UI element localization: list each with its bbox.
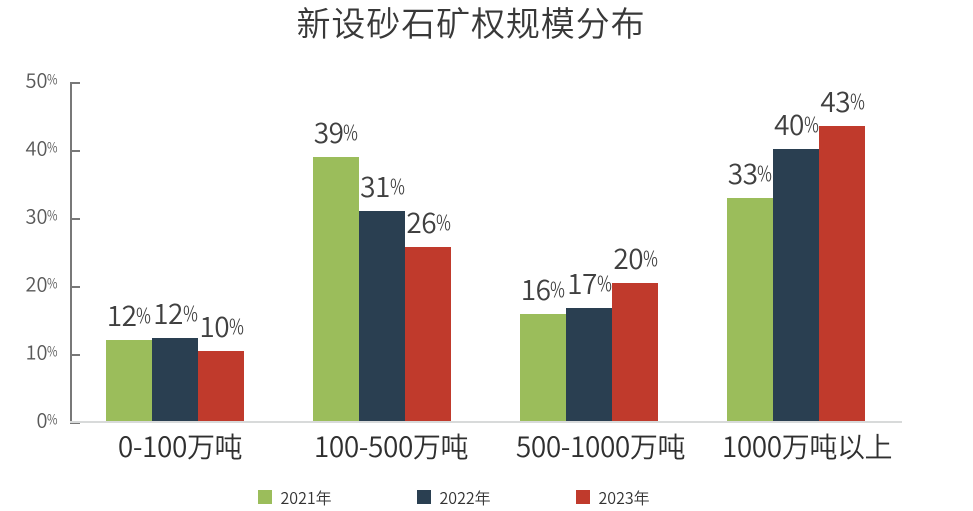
y-axis-label: 40% xyxy=(26,137,58,158)
value-number: 43 xyxy=(820,81,851,122)
bar-value-label: 40% xyxy=(774,108,819,138)
legend-swatch xyxy=(258,490,273,505)
bar-value-label: 33% xyxy=(728,158,773,188)
bar-value-label: 39% xyxy=(314,116,359,146)
value-number: 12 xyxy=(153,293,183,334)
value-number: 12 xyxy=(106,295,137,336)
x-axis-category-label: 500-1000万吨 xyxy=(515,426,686,466)
value-number: 10 xyxy=(199,306,230,347)
percent-sign: % xyxy=(596,267,612,297)
bar xyxy=(312,156,359,423)
bar xyxy=(405,247,452,423)
x-axis-line xyxy=(69,421,902,424)
percent-sign: % xyxy=(803,108,819,138)
y-axis-label: 50% xyxy=(26,69,58,90)
legend-label: 2021年 xyxy=(280,485,332,510)
bar-value-label: 10% xyxy=(199,311,244,341)
y-axis-tick xyxy=(69,218,80,220)
y-axis-tick xyxy=(69,286,80,288)
y-axis-label: 10% xyxy=(26,341,58,362)
percent-sign: % xyxy=(850,86,865,116)
bar xyxy=(198,351,245,423)
y-axis-tick xyxy=(69,354,80,356)
percent-sign: % xyxy=(436,207,451,237)
value-number: 31 xyxy=(360,166,390,207)
bar xyxy=(612,283,659,423)
percent-sign: % xyxy=(136,300,152,330)
y-axis-tick xyxy=(69,150,80,152)
percent-sign: % xyxy=(47,204,59,226)
bar-value-label: 17% xyxy=(567,267,612,297)
y-axis-line xyxy=(69,82,72,424)
bar xyxy=(105,340,152,423)
y-axis-label: 20% xyxy=(26,273,58,294)
value-number: 16 xyxy=(520,268,551,309)
bar-value-label: 26% xyxy=(406,207,451,237)
value-number: 26 xyxy=(406,202,437,243)
bar xyxy=(726,198,773,423)
value-number: 30 xyxy=(25,200,48,230)
x-axis-category-label: 100-500万吨 xyxy=(313,426,469,466)
legend-swatch xyxy=(576,490,591,505)
x-axis-category-label: 1000万吨以上 xyxy=(721,426,893,466)
percent-sign: % xyxy=(47,272,59,294)
percent-sign: % xyxy=(229,311,244,341)
percent-sign: % xyxy=(47,408,59,430)
percent-sign: % xyxy=(47,340,59,362)
bar xyxy=(772,148,820,423)
legend-label: 2023年 xyxy=(598,485,650,510)
chart-title: 新设砂石矿权规模分布 xyxy=(296,0,646,46)
x-axis-category-label: 0-100万吨 xyxy=(117,426,243,466)
bar-value-label: 20% xyxy=(613,243,658,273)
percent-sign: % xyxy=(47,68,59,90)
bar xyxy=(565,307,613,423)
bar xyxy=(151,338,199,423)
percent-sign: % xyxy=(389,171,405,201)
value-number: 50 xyxy=(25,64,48,94)
value-number: 39 xyxy=(313,111,344,152)
y-axis-label: 30% xyxy=(26,205,58,226)
legend-swatch xyxy=(417,490,432,505)
bar-value-label: 43% xyxy=(820,86,865,116)
value-number: 10 xyxy=(25,336,48,366)
y-axis-tick xyxy=(69,82,80,84)
value-number: 33 xyxy=(727,153,758,194)
bar xyxy=(358,211,406,423)
percent-sign: % xyxy=(643,243,658,273)
bar-value-label: 31% xyxy=(360,171,405,201)
bar-value-label: 16% xyxy=(521,273,566,303)
value-number: 40 xyxy=(25,132,48,162)
percent-sign: % xyxy=(47,136,59,158)
bar-value-label: 12% xyxy=(153,298,198,328)
percent-sign: % xyxy=(550,273,566,303)
value-number: 20 xyxy=(25,268,48,298)
value-number: 17 xyxy=(567,262,597,303)
value-number: 40 xyxy=(774,103,804,144)
percent-sign: % xyxy=(757,158,773,188)
legend-label: 2022年 xyxy=(439,485,491,510)
value-number: 20 xyxy=(613,238,644,279)
percent-sign: % xyxy=(343,116,359,146)
bar xyxy=(519,313,566,423)
y-axis-label: 0% xyxy=(37,408,59,430)
bar xyxy=(819,126,866,423)
percent-sign: % xyxy=(182,298,198,328)
value-number: 0 xyxy=(36,404,48,434)
bar-value-label: 12% xyxy=(107,300,152,330)
